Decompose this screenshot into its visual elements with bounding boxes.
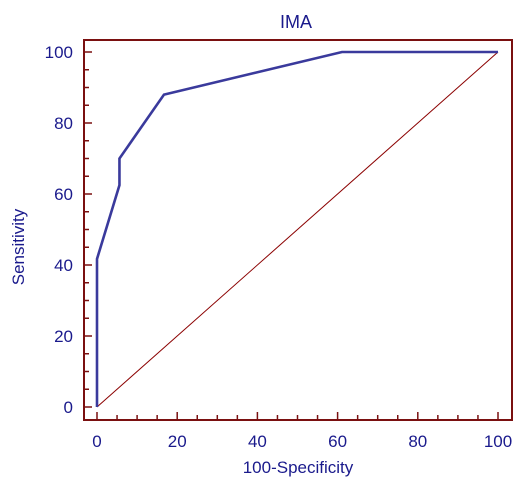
tick-labels: 0 20 40 60 80 100 0 20 40 60 80 100 (45, 43, 513, 451)
series-group (95, 50, 499, 408)
x-tick-label: 40 (248, 432, 267, 451)
y-tick-label: 80 (54, 114, 73, 133)
y-tick-label: 20 (54, 327, 73, 346)
roc-curve-line (95, 50, 498, 407)
y-tick-label: 40 (54, 256, 73, 275)
reference-diagonal-line (96, 51, 499, 408)
x-tick-label: 100 (484, 432, 512, 451)
x-tick-label: 0 (92, 432, 101, 451)
axis-ticks (84, 51, 499, 420)
x-tick-label: 60 (328, 432, 347, 451)
x-tick-label: 80 (408, 432, 427, 451)
y-tick-label: 100 (45, 43, 73, 62)
x-axis-label: 100-Specificity (243, 458, 354, 477)
y-tick-label: 60 (54, 185, 73, 204)
x-tick-label: 20 (168, 432, 187, 451)
y-tick-label: 0 (64, 398, 73, 417)
y-axis-label: Sensitivity (9, 208, 28, 285)
chart-title: IMA (280, 12, 312, 32)
